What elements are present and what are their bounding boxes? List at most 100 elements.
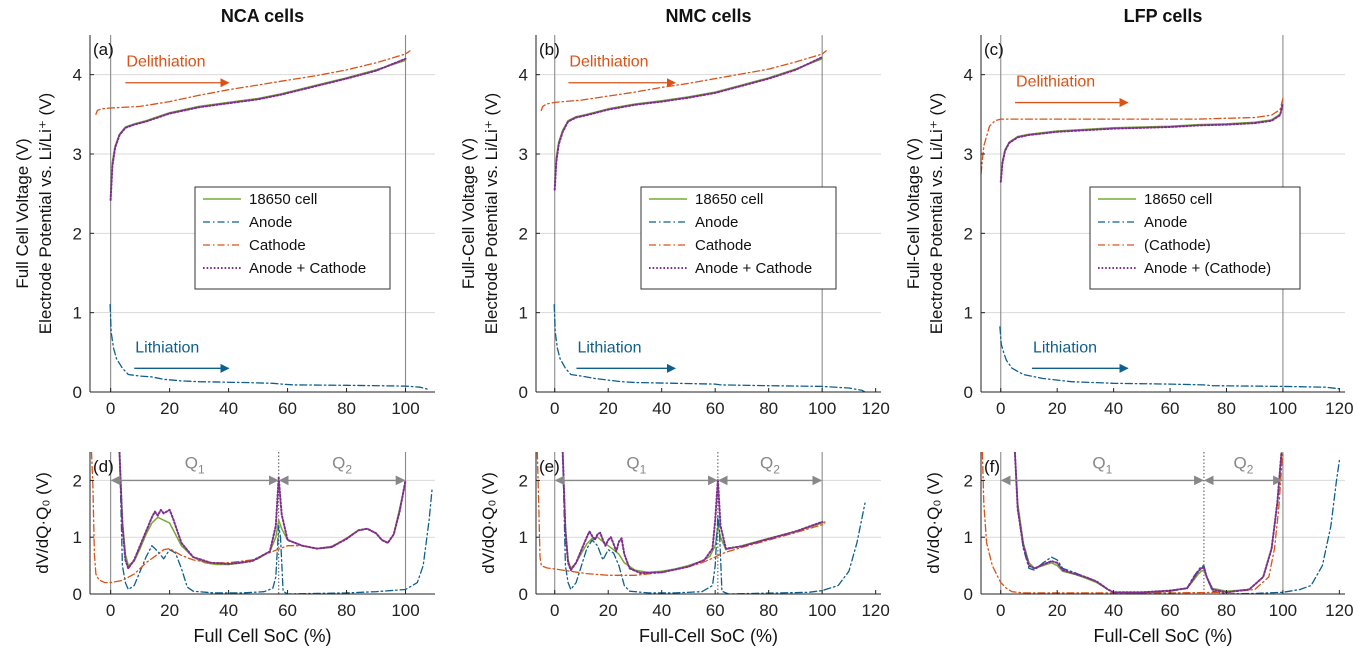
y-tick-label: 0 <box>519 383 528 402</box>
legend-entry: Cathode <box>695 237 752 254</box>
y-axis-label: dV/dQ·Q₀ (V) <box>479 472 498 574</box>
x-tick-label: 40 <box>219 601 238 620</box>
x-tick-label: 80 <box>1217 601 1236 620</box>
y-tick-label: 4 <box>519 66 528 85</box>
annotation-label: Lithiation <box>1033 339 1097 356</box>
x-tick-label: 80 <box>759 601 778 620</box>
legend-entry: Anode <box>249 214 292 231</box>
y-tick-label: 0 <box>73 383 82 402</box>
y-tick-label: 2 <box>519 224 528 243</box>
x-tick-label: 100 <box>808 399 836 418</box>
legend: 18650 cell Anode Cathode Anode + Cathode <box>194 186 391 290</box>
legend-entry: (Cathode) <box>1144 237 1211 254</box>
legend: 18650 cell Anode (Cathode) Anode + (Cathode… <box>1089 186 1301 290</box>
panel-label: (f) <box>984 457 1000 476</box>
y-tick-label: 0 <box>964 383 973 402</box>
x-tick-label: 100 <box>808 601 836 620</box>
y-tick-label: 1 <box>73 528 82 547</box>
y-tick-label: 3 <box>519 145 528 164</box>
x-tick-label: 60 <box>706 399 725 418</box>
series-anode-line <box>553 304 866 392</box>
y-tick-label: 1 <box>964 304 973 323</box>
y-tick-label: 3 <box>73 145 82 164</box>
series-anode-line <box>118 452 433 594</box>
y-tick-label: 2 <box>964 471 973 490</box>
x-tick-label: 60 <box>278 399 297 418</box>
y-tick-label: 0 <box>519 585 528 604</box>
legend-entry: 18650 cell <box>249 191 317 208</box>
y-tick-label: 2 <box>519 471 528 490</box>
legend-box <box>640 186 837 290</box>
legend-entry: Cathode <box>249 237 306 254</box>
x-tick-label: 20 <box>160 399 179 418</box>
y-axis-label: Full Cell Voltage (V) <box>13 138 32 288</box>
x-tick-label: 60 <box>1161 601 1180 620</box>
x-tick-label: 20 <box>1048 601 1067 620</box>
legend-entry: Anode + Cathode <box>249 260 366 277</box>
y-tick-label: 1 <box>519 304 528 323</box>
x-tick-label: 100 <box>391 601 419 620</box>
panel-title: NMC cells <box>665 6 751 26</box>
x-tick-label: 40 <box>219 399 238 418</box>
q-bracket-label: Q2 <box>760 453 780 476</box>
series-cathode-line <box>540 50 827 112</box>
x-tick-label: 60 <box>278 601 297 620</box>
series-sum-line <box>1013 452 1283 594</box>
annotation-label: Delithiation <box>126 54 205 71</box>
series-cathode-line <box>981 97 1284 175</box>
q-bracket-label: Q1 <box>1092 453 1112 476</box>
series-sum-line <box>561 452 824 574</box>
q-bracket-label: Q1 <box>626 453 646 476</box>
y-axis-label: dV/dQ·Q₀ (V) <box>33 472 52 574</box>
x-tick-label: 120 <box>861 601 889 620</box>
legend-entry: 18650 cell <box>695 191 763 208</box>
x-tick-label: 0 <box>550 399 559 418</box>
x-tick-label: 60 <box>706 601 725 620</box>
x-tick-label: 20 <box>160 601 179 620</box>
series-cell-line <box>1000 104 1284 183</box>
panel-label: (d) <box>93 457 114 476</box>
series-anode-line <box>1014 452 1341 594</box>
y-tick-label: 2 <box>964 224 973 243</box>
series-anode-line <box>109 304 430 391</box>
x-tick-label: 80 <box>337 601 356 620</box>
legend-box <box>1089 186 1301 290</box>
panel-title: LFP cells <box>1124 6 1203 26</box>
x-tick-label: 40 <box>652 399 671 418</box>
x-axis-label: Full-Cell SoC (%) <box>1093 626 1232 646</box>
x-tick-label: 100 <box>1269 399 1297 418</box>
annotation-label: Lithiation <box>135 339 199 356</box>
x-tick-label: 60 <box>1161 399 1180 418</box>
panel-label: (b) <box>539 40 560 59</box>
panel-title: NCA cells <box>221 6 304 26</box>
panel-label: (c) <box>984 40 1004 59</box>
x-tick-label: 120 <box>1325 601 1353 620</box>
y-tick-label: 3 <box>964 145 973 164</box>
series-sum-line <box>553 56 824 191</box>
x-tick-label: 0 <box>996 399 1005 418</box>
x-tick-label: 80 <box>1217 399 1236 418</box>
legend: 18650 cell Anode Cathode Anode + Cathode <box>640 186 837 290</box>
series-cell-line <box>109 59 407 199</box>
x-tick-label: 100 <box>391 399 419 418</box>
y-axis-label: Full-Cell Voltage (V) <box>459 138 478 289</box>
legend-entry: Anode + (Cathode) <box>1144 260 1271 277</box>
panel-a: 0 20 40 60 80 100 0 1 2 3 4 (a) NCA cells Full Cell V… <box>13 6 435 418</box>
y-tick-label: 1 <box>519 528 528 547</box>
q-bracket-label: Q2 <box>332 453 352 476</box>
legend-entry: Anode + Cathode <box>695 260 812 277</box>
series-sum-line <box>999 102 1284 183</box>
y-tick-label: 2 <box>73 471 82 490</box>
x-tick-label: 80 <box>337 399 356 418</box>
panel-f: 0 20 40 60 80 100 120 0 1 2 (f) dV/dQ·Q₀ (V) Full-Ce… <box>924 452 1354 646</box>
x-tick-label: 40 <box>1104 601 1123 620</box>
x-tick-label: 0 <box>106 399 115 418</box>
panel-c: 0 20 40 60 80 100 120 0 1 2 3 4 (c) LFP cells Full-Cel… <box>904 6 1354 418</box>
y-tick-label: 2 <box>73 224 82 243</box>
series-group <box>981 452 1341 594</box>
x-tick-label: 20 <box>599 601 618 620</box>
x-tick-label: 40 <box>652 601 671 620</box>
y-tick-label: 4 <box>73 66 82 85</box>
x-tick-label: 20 <box>599 399 618 418</box>
